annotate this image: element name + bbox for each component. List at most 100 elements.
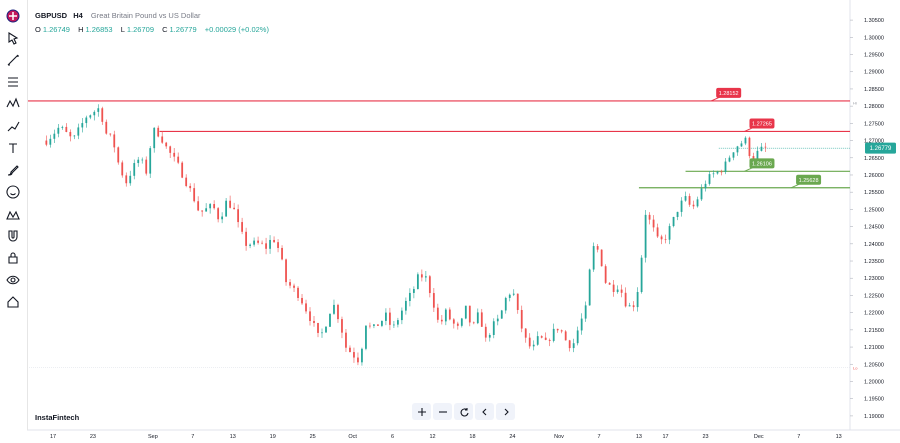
last-price-tag[interactable] [865,142,896,154]
candle-body [237,209,240,223]
candle-body [640,257,643,293]
drawing-toolbar [0,0,28,430]
x-tick-label: 7 [797,434,800,440]
crosshair-tool[interactable] [4,7,22,25]
candle-body [169,146,172,153]
candle-body [656,227,659,237]
candle-body [205,208,208,212]
fib-icon [8,77,18,87]
zoom-in-button[interactable] [412,403,431,420]
candle-body [161,136,164,143]
candle-body [664,239,667,241]
candles [45,104,767,366]
price-axis[interactable]: 1.30500 1.30000 1.29500 1.29000 1.28500 1.280… [850,18,884,420]
candle-body [412,289,415,293]
candle-body [333,304,335,314]
candle-body [173,152,176,157]
text-tool[interactable] [4,139,22,157]
candle-body [221,216,224,220]
home-tool[interactable] [4,293,22,311]
candle-body [93,111,96,116]
zoom-out-button[interactable] [433,403,452,420]
ohlc-value: 1.26709 [126,25,154,34]
candle-body [153,127,156,149]
candle-body [381,320,383,326]
candle-body [456,323,459,326]
x-tick-label: 13 [230,434,236,440]
trend-line-tool[interactable] [4,51,22,69]
candle-body [736,146,739,153]
y-tick-label: 1.22500 [864,293,884,299]
x-tick-label: 19 [270,434,276,440]
candle-body [397,320,399,325]
y-tick-label: 1.21500 [864,328,884,334]
y-tick-label: 1.30000 [864,35,884,41]
level-tag-label: 1.25628 [799,178,819,184]
cursor-tool[interactable] [4,29,22,47]
y-tick-label: 1.26500 [864,156,884,162]
candle-body [764,146,767,148]
time-axis[interactable]: 17 23 Sep 7 13 19 25 Oct 6 12 18 24 Nov 7 13 17 23 Dec 7 13 [50,434,842,440]
x-tick-label: Dec [754,434,764,440]
candle-body [428,276,431,294]
fib-tool[interactable] [4,73,22,91]
level-tag-label: 1.26106 [752,162,772,168]
candle-body [57,127,60,134]
candle-body [644,214,647,258]
candle-body [317,322,319,333]
x-tick-label: 12 [429,434,435,440]
interval-label[interactable]: H4 [73,11,83,20]
candle-body [105,121,108,134]
candle-body [540,336,543,338]
candle-body [285,259,287,283]
candle-body [632,305,635,308]
y-tick-label: 1.23000 [864,276,884,282]
y-tick-label: 1.30500 [864,18,884,24]
candle-body [460,318,463,326]
magnet-tool[interactable] [4,227,22,245]
y-tick-label: 1.19000 [864,414,884,420]
candle-body [157,127,160,137]
forecast-tool[interactable] [4,117,22,135]
candle-body [476,312,479,324]
level-tag [796,174,822,185]
candle-body [113,134,116,148]
candle-body [85,117,88,124]
brush-icon [7,165,19,176]
candle-body [536,336,539,345]
candle-body [596,246,599,250]
candle-body [177,156,180,163]
scroll-right-button[interactable] [496,403,515,420]
candle-body [149,148,152,174]
pattern-tool[interactable] [4,95,22,113]
candle-body [101,108,104,122]
candle-body [373,324,375,326]
y-tick-label: 1.19500 [864,397,884,403]
candle-body [65,126,68,132]
x-tick-label: 6 [391,434,394,440]
candle-body [217,208,220,220]
candle-body [560,330,563,332]
measure-tool[interactable] [4,205,22,223]
candle-body [273,239,275,243]
level-tag [749,118,775,129]
y-tick-label: 1.20500 [864,362,884,368]
candle-body [281,247,283,260]
brush-tool[interactable] [4,161,22,179]
reset-button[interactable] [454,403,473,420]
level-tag-label: 1.27265 [752,122,772,128]
candle-body [552,328,555,341]
candle-body [349,347,351,353]
ohlc-value: 1.26853 [85,25,113,34]
candle-body [357,357,359,363]
candle-body [241,222,243,232]
visibility-tool[interactable] [4,271,22,289]
x-tick-label: Oct [348,434,357,440]
candle-body [548,339,551,341]
lock-tool[interactable] [4,249,22,267]
scroll-left-button[interactable] [475,403,494,420]
symbol-name[interactable]: GBPUSD [35,11,68,20]
emoji-tool[interactable] [4,183,22,201]
